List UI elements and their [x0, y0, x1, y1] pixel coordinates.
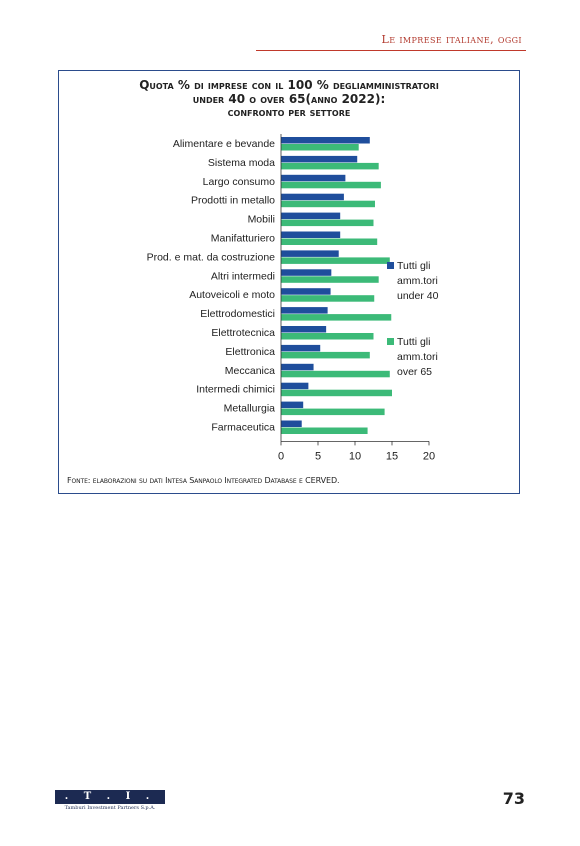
category-label: Prodotti in metallo — [191, 195, 275, 207]
running-header: Le imprese italiane, oggi — [381, 33, 522, 46]
chart-title-line-1: Quota % di imprese con il 100 % degliamm… — [139, 78, 439, 92]
category-label: Largo consumo — [203, 176, 276, 188]
legend-label: amm.tori — [397, 275, 438, 287]
category-label: Manifatturiero — [211, 233, 275, 245]
bar-under40 — [281, 382, 309, 390]
bar-over65 — [281, 370, 390, 378]
bar-over65 — [281, 200, 375, 208]
bar-under40 — [281, 193, 344, 201]
bar-over65 — [281, 276, 379, 283]
bar-over65 — [281, 162, 379, 170]
category-label: Autoveicoli e moto — [189, 289, 275, 301]
chart-source: Fonte: elaborazioni su dati Intesa Sanpa… — [67, 476, 340, 485]
bar-over65 — [281, 389, 392, 397]
bar-under40 — [281, 269, 332, 276]
logo-subtitle: Tamburi Investment Partners S.p.A. — [55, 804, 165, 812]
category-label: Elettrodomestici — [200, 308, 275, 320]
bar-under40 — [281, 307, 328, 314]
chart-title-line-3: confronto per settore — [227, 106, 351, 119]
x-tick-label: 20 — [423, 450, 435, 462]
category-label: Meccanica — [225, 365, 275, 377]
category-label: Mobili — [248, 214, 275, 226]
bar-over65 — [281, 408, 385, 416]
bar-under40 — [281, 250, 339, 257]
page-number: 73 — [502, 789, 525, 808]
bar-under40 — [281, 231, 341, 238]
legend-swatch — [387, 338, 394, 345]
category-label: Farmaceutica — [211, 422, 275, 434]
tip-logo: . T . I . P . Tamburi Investment Partner… — [55, 790, 165, 816]
bar-over65 — [281, 219, 374, 227]
category-label: Prod. e mat. da costruzione — [147, 251, 276, 263]
bar-under40 — [281, 155, 358, 163]
x-tick-label: 15 — [386, 450, 398, 462]
bar-over65 — [281, 295, 375, 302]
legend-swatch — [387, 262, 394, 269]
legend-label: under 40 — [397, 290, 439, 302]
category-label: Metallurgia — [224, 403, 276, 415]
x-tick-label: 5 — [315, 450, 321, 462]
bar-over65 — [281, 314, 392, 321]
x-tick-label: 0 — [278, 450, 284, 462]
bar-chart: Alimentare e bevande Sistema moda Largo co… — [147, 134, 439, 462]
category-label: Altri intermedi — [211, 270, 275, 282]
chart-title-line-2: under 40 o over 65(anno 2022): — [192, 92, 386, 106]
category-label: Elettrotecnica — [211, 327, 275, 339]
chart-title: Quota % di imprese con il 100 % degliamm… — [59, 78, 519, 120]
bar-over65 — [281, 238, 378, 245]
bar-under40 — [281, 344, 321, 352]
bar-over65 — [281, 351, 370, 359]
legend-label: Tutti gli — [397, 260, 430, 272]
bar-under40 — [281, 363, 314, 371]
bar-over65 — [281, 144, 359, 151]
legend-label: Tutti gli — [397, 336, 430, 348]
bar-under40 — [281, 288, 331, 295]
bar-over65 — [281, 333, 374, 340]
x-tick-label: 10 — [349, 450, 361, 462]
bar-over65 — [281, 427, 368, 434]
header-divider — [256, 50, 526, 51]
category-label: Alimentare e bevande — [173, 138, 275, 150]
bar-under40 — [281, 420, 302, 427]
bar-under40 — [281, 401, 304, 409]
bar-under40 — [281, 137, 370, 144]
bar-under40 — [281, 212, 341, 220]
chart-panel: Quota % di imprese con il 100 % degliamm… — [58, 70, 520, 494]
category-label: Elettronica — [225, 346, 275, 358]
legend-label: amm.tori — [397, 351, 438, 363]
category-label: Sistema moda — [208, 157, 275, 169]
bar-over65 — [281, 181, 381, 189]
bar-under40 — [281, 326, 327, 333]
category-label: Intermedi chimici — [196, 384, 275, 396]
bar-under40 — [281, 174, 346, 182]
legend-label: over 65 — [397, 366, 432, 378]
bar-over65 — [281, 257, 390, 264]
